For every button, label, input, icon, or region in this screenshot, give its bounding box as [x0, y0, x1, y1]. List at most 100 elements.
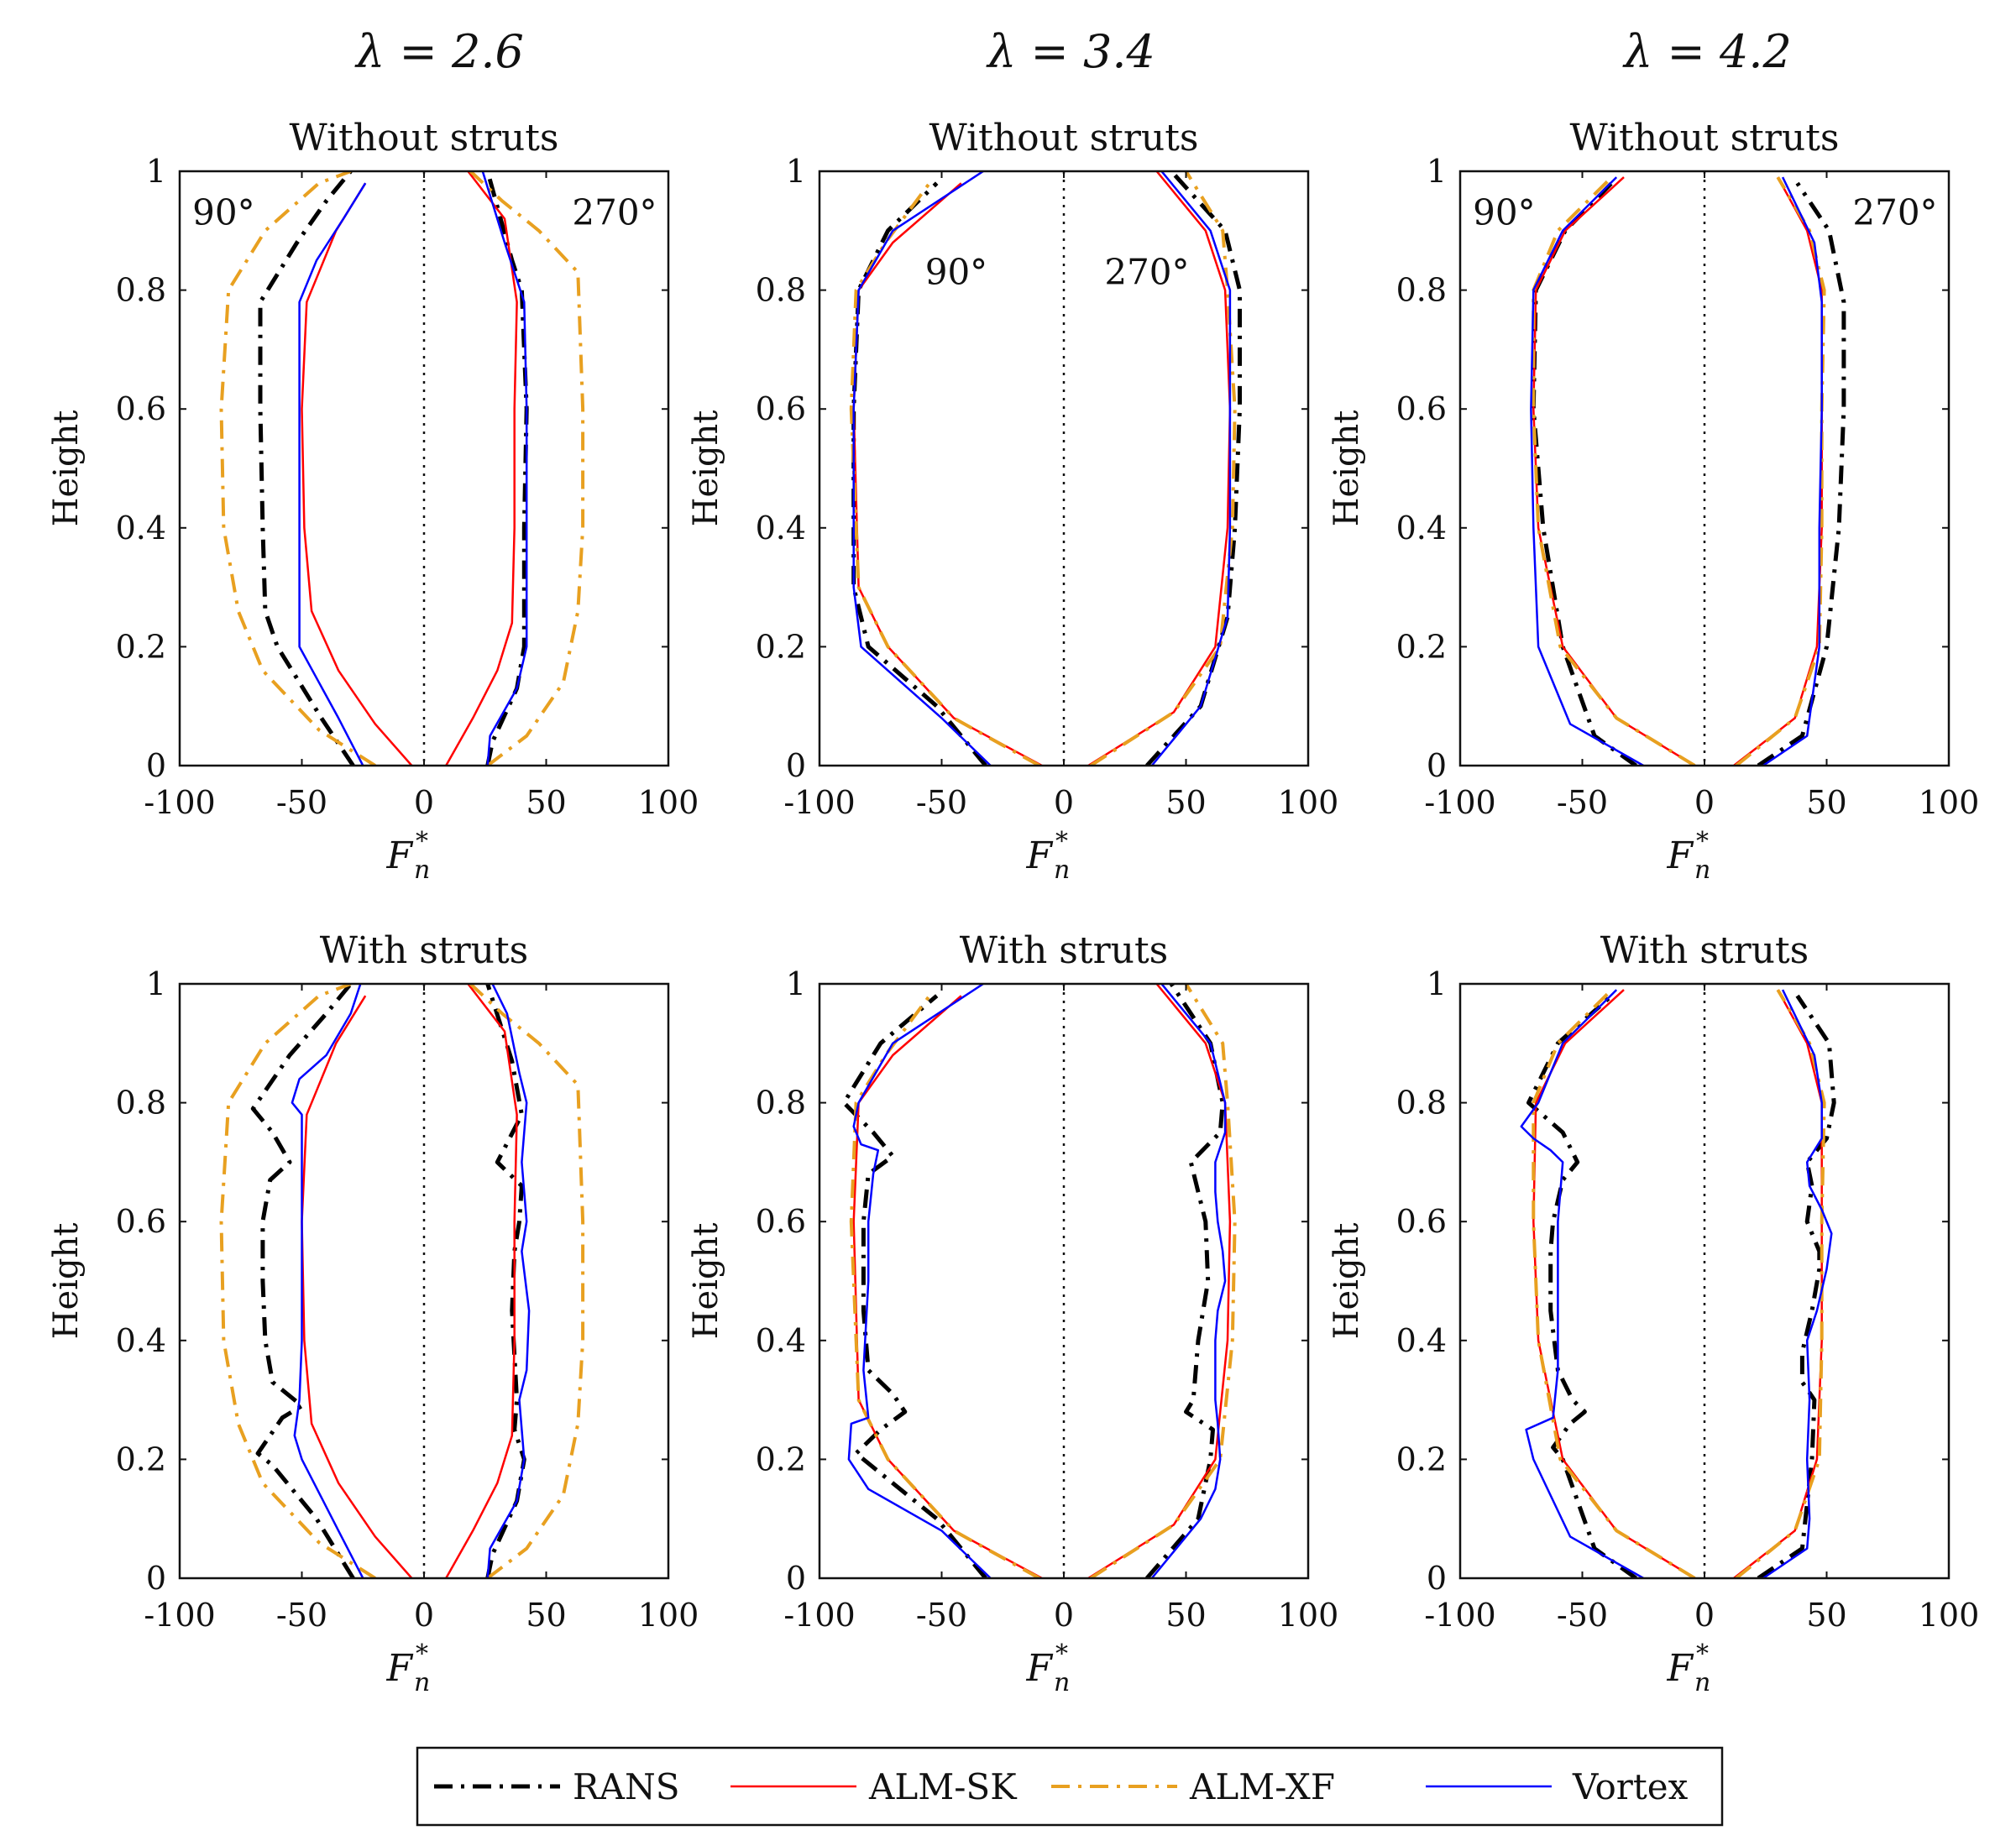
- y-axis-label: Height: [687, 1223, 725, 1340]
- y-tick-label: 0.6: [116, 1203, 166, 1240]
- series-vortex-right: [1762, 989, 1833, 1578]
- x-tick-label: 50: [526, 1597, 566, 1634]
- y-tick-label: 0.8: [756, 1085, 806, 1122]
- x-tick-label: -100: [783, 784, 855, 821]
- panel-title: With struts: [320, 929, 528, 972]
- y-tick-label: 0.8: [116, 272, 166, 309]
- x-axis-label-superscript: *: [1055, 827, 1068, 856]
- y-tick-label: 0.4: [116, 510, 166, 546]
- series-vortex-left: [291, 984, 364, 1578]
- series-alm-sk-left: [1532, 176, 1696, 766]
- series-alm-xf-right: [469, 984, 585, 1578]
- x-axis-label-subscript: n: [1054, 855, 1070, 885]
- x-tick-label: 50: [1806, 784, 1846, 821]
- series-alm-xf-right: [469, 171, 585, 766]
- y-tick-label: 0.2: [116, 1441, 166, 1477]
- angle-annotation: 270°: [572, 192, 657, 233]
- y-tick-label: 0: [1427, 747, 1447, 784]
- x-tick-label: -50: [916, 1597, 967, 1634]
- chart-panel-4: -100 -50 0 50 100 0 0.2 0.4 0.6 0.8 1 With struts He…: [47, 929, 699, 1697]
- x-axis-label: F: [385, 1647, 413, 1690]
- column-title-3: λ = 4.2: [1622, 25, 1792, 78]
- panel-title: Without struts: [290, 117, 559, 159]
- legend-label-rans: RANS: [573, 1766, 679, 1807]
- panel-title: With struts: [1600, 929, 1809, 972]
- y-tick-label: 0: [146, 747, 166, 784]
- y-tick-label: 0.6: [756, 1203, 806, 1240]
- x-tick-label: 100: [638, 784, 699, 821]
- series-group: [841, 984, 1237, 1578]
- panel-title: Without struts: [1570, 117, 1840, 159]
- series-rans-right: [485, 171, 529, 766]
- series-alm-xf-left: [219, 984, 376, 1578]
- x-tick-label: 100: [1278, 784, 1339, 821]
- x-axis-label: F: [1666, 834, 1694, 877]
- x-axis-label-superscript: *: [416, 827, 428, 856]
- x-axis-label-superscript: *: [416, 1639, 428, 1669]
- y-tick-label: 1: [1427, 965, 1447, 1002]
- y-tick-label: 0.4: [1396, 1322, 1447, 1359]
- column-title-1: λ = 2.6: [354, 25, 524, 78]
- series-vortex-right: [1150, 171, 1232, 766]
- chart-panel-1: -100 -50 0 50 100 0 0.2 0.4 0.6 0.8 1 Without strut…: [47, 117, 699, 885]
- y-tick-label: 0.8: [756, 272, 806, 309]
- series-vortex-left: [1520, 989, 1644, 1578]
- chart-panel-5: -100 -50 0 50 100 0 0.2 0.4 0.6 0.8 1 With struts He…: [687, 929, 1338, 1697]
- series-alm-sk-right: [1087, 984, 1232, 1578]
- series-vortex-left: [1530, 176, 1644, 766]
- y-tick-label: 0.4: [1396, 510, 1447, 546]
- x-axis-label: F: [1025, 1647, 1053, 1690]
- x-tick-label: -100: [783, 1597, 855, 1634]
- series-alm-sk-left: [852, 995, 1043, 1578]
- x-tick-label: -100: [1424, 1597, 1495, 1634]
- x-tick-label: 50: [1165, 1597, 1206, 1634]
- x-tick-label: 100: [638, 1597, 699, 1634]
- chart-panel-2: -100 -50 0 50 100 0 0.2 0.4 0.6 0.8 1 Without strut…: [687, 117, 1338, 885]
- series-rans-left: [1526, 994, 1637, 1578]
- y-axis-label: Height: [1327, 411, 1366, 527]
- series-alm-sk-left: [301, 995, 413, 1578]
- y-tick-label: 0.2: [756, 628, 806, 665]
- angle-annotation: 90°: [925, 251, 987, 292]
- x-tick-label: 0: [1054, 784, 1074, 821]
- series-alm-xf-left: [1532, 988, 1696, 1578]
- series-alm-sk-right: [1087, 171, 1232, 766]
- x-tick-label: -100: [144, 1597, 215, 1634]
- legend-label-vortex: Vortex: [1572, 1766, 1689, 1807]
- y-tick-label: 0.6: [1396, 1203, 1447, 1240]
- angle-annotation: 270°: [1104, 251, 1189, 292]
- series-group: [219, 984, 585, 1578]
- series-rans-left: [250, 984, 355, 1578]
- series-group: [1520, 988, 1836, 1578]
- series-vortex-right: [1150, 984, 1227, 1578]
- x-tick-label: 50: [526, 784, 566, 821]
- y-tick-label: 0.4: [756, 1322, 806, 1359]
- y-tick-label: 0.6: [756, 390, 806, 427]
- x-axis-label: F: [1666, 1647, 1694, 1690]
- series-alm-xf-right: [1089, 171, 1237, 766]
- angle-annotation: 90°: [192, 192, 254, 233]
- x-axis-label-subscript: n: [414, 1668, 430, 1697]
- x-tick-label: 100: [1919, 1597, 1980, 1634]
- series-alm-xf-left: [849, 995, 1040, 1578]
- y-tick-label: 1: [1427, 153, 1447, 190]
- series-vortex-left: [852, 171, 992, 766]
- series-vortex-right: [486, 984, 531, 1578]
- series-alm-xf-left: [849, 182, 1040, 766]
- series-rans-left: [841, 994, 987, 1578]
- y-tick-label: 0.4: [116, 1322, 166, 1359]
- x-axis-label-superscript: *: [1696, 827, 1709, 856]
- x-axis-label-superscript: *: [1055, 1639, 1068, 1669]
- series-rans-left: [1531, 181, 1637, 766]
- series-alm-xf-right: [1735, 176, 1826, 766]
- x-tick-label: 0: [414, 1597, 434, 1634]
- x-tick-label: 0: [1694, 1597, 1715, 1634]
- y-axis-label: Height: [47, 411, 86, 527]
- y-axis-label: Height: [47, 1223, 86, 1340]
- y-tick-label: 1: [146, 965, 166, 1002]
- series-rans-left: [258, 171, 355, 766]
- x-tick-label: -100: [1424, 784, 1495, 821]
- series-alm-xf-right: [1089, 984, 1237, 1578]
- series-vortex-left: [298, 182, 367, 766]
- legend: RANS ALM-SK ALM-XF Vortex: [416, 1746, 1724, 1827]
